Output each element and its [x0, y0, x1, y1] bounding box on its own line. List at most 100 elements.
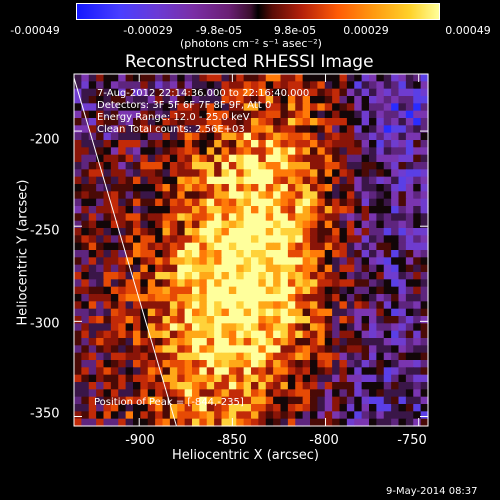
heatmap-cell: [88, 176, 97, 185]
heatmap-cell: [310, 330, 318, 339]
heatmap-cell: [361, 220, 370, 229]
heatmap-cell: [228, 176, 237, 185]
heatmap-cell: [236, 242, 245, 251]
heatmap-cell: [302, 213, 311, 222]
heatmap-cell: [383, 103, 392, 112]
heatmap-cell: [413, 132, 422, 141]
heatmap-cell: [398, 264, 407, 273]
heatmap-cell: [383, 272, 392, 280]
heatmap-cell: [251, 169, 259, 178]
heatmap-cell: [273, 169, 282, 178]
heatmap-cell: [110, 198, 119, 207]
heatmap-cell: [398, 352, 407, 361]
heatmap-cell: [192, 74, 200, 82]
heatmap-cell: [125, 88, 134, 97]
heatmap-cell: [383, 374, 392, 383]
heatmap-cell: [324, 308, 333, 317]
heatmap-cell: [243, 132, 252, 141]
heatmap-cell: [184, 235, 193, 244]
heatmap-cell: [302, 147, 311, 156]
heatmap-cell: [405, 110, 414, 119]
heatmap-cell: [125, 286, 134, 295]
heatmap-cell: [88, 191, 97, 200]
heatmap-cell: [310, 147, 318, 156]
heatmap-cell: [155, 257, 164, 266]
heatmap-cell: [110, 184, 119, 192]
heatmap-cell: [376, 250, 385, 258]
heatmap-cell: [147, 74, 156, 82]
heatmap-cell: [332, 374, 341, 383]
heatmap-cell: [258, 316, 267, 324]
heatmap-cell: [228, 132, 237, 141]
heatmap-cell: [391, 360, 400, 368]
heatmap-cell: [332, 257, 341, 266]
heatmap-cell: [280, 294, 289, 302]
heatmap-cell: [81, 418, 90, 427]
heatmap-cell: [118, 198, 127, 207]
heatmap-cell: [332, 88, 341, 97]
heatmap-cell: [206, 235, 215, 244]
heatmap-cell: [251, 103, 259, 112]
heatmap-cell: [354, 147, 363, 156]
heatmap-cell: [221, 294, 230, 302]
heatmap-cell: [236, 206, 245, 214]
heatmap-cell: [339, 228, 348, 236]
heatmap-cell: [236, 132, 245, 141]
heatmap-cell: [192, 103, 200, 112]
heatmap-cell: [81, 81, 90, 90]
heatmap-cell: [228, 382, 237, 390]
heatmap-cell: [258, 176, 267, 185]
heatmap-cell: [258, 389, 267, 398]
heatmap-cell: [354, 308, 363, 317]
heatmap-cell: [192, 330, 200, 339]
heatmap-cell: [103, 176, 112, 185]
heatmap-cell: [243, 360, 252, 368]
heatmap-cell: [221, 125, 230, 134]
heatmap-cell: [295, 184, 304, 192]
heatmap-cell: [273, 118, 282, 126]
heatmap-cell: [88, 198, 97, 207]
heatmap-cell: [398, 191, 407, 200]
heatmap-cell: [383, 235, 392, 244]
heatmap-cell: [228, 279, 237, 288]
heatmap-cell: [236, 272, 245, 280]
heatmap-cell: [339, 206, 348, 214]
heatmap-cell: [133, 323, 141, 332]
heatmap-cell: [162, 198, 171, 207]
heatmap-cell: [236, 257, 245, 266]
heatmap-cell: [391, 103, 400, 112]
chart-title: Reconstructed RHESSI Image: [125, 52, 374, 72]
heatmap-cell: [324, 110, 333, 119]
heatmap-cell: [420, 96, 429, 104]
heatmap-cell: [74, 374, 82, 383]
heatmap-cell: [184, 74, 193, 82]
heatmap-cell: [155, 147, 164, 156]
heatmap-cell: [169, 345, 178, 354]
heatmap-cell: [376, 294, 385, 302]
heatmap-cell: [155, 198, 164, 207]
heatmap-cell: [96, 411, 105, 420]
heatmap-cell: [236, 367, 245, 376]
heatmap-cell: [125, 154, 134, 163]
heatmap-cell: [420, 169, 429, 178]
heatmap-cell: [391, 396, 400, 405]
heatmap-cell: [280, 345, 289, 354]
heatmap-cell: [192, 404, 200, 412]
heatmap-cell: [214, 257, 223, 266]
heatmap-cell: [214, 360, 223, 368]
heatmap-cell: [369, 264, 377, 273]
heatmap-cell: [199, 176, 208, 185]
heatmap-cell: [361, 184, 370, 192]
heatmap-cell: [140, 301, 149, 310]
heatmap-cell: [376, 264, 385, 273]
heatmap-cell: [118, 74, 127, 82]
heatmap-cell: [413, 316, 422, 324]
heatmap-cell: [177, 154, 186, 163]
heatmap-cell: [96, 367, 105, 376]
heatmap-cell: [346, 176, 355, 185]
heatmap-cell: [251, 382, 259, 390]
heatmap-cell: [376, 147, 385, 156]
heatmap-cell: [192, 257, 200, 266]
heatmap-cell: [361, 330, 370, 339]
heatmap-cell: [155, 118, 164, 126]
